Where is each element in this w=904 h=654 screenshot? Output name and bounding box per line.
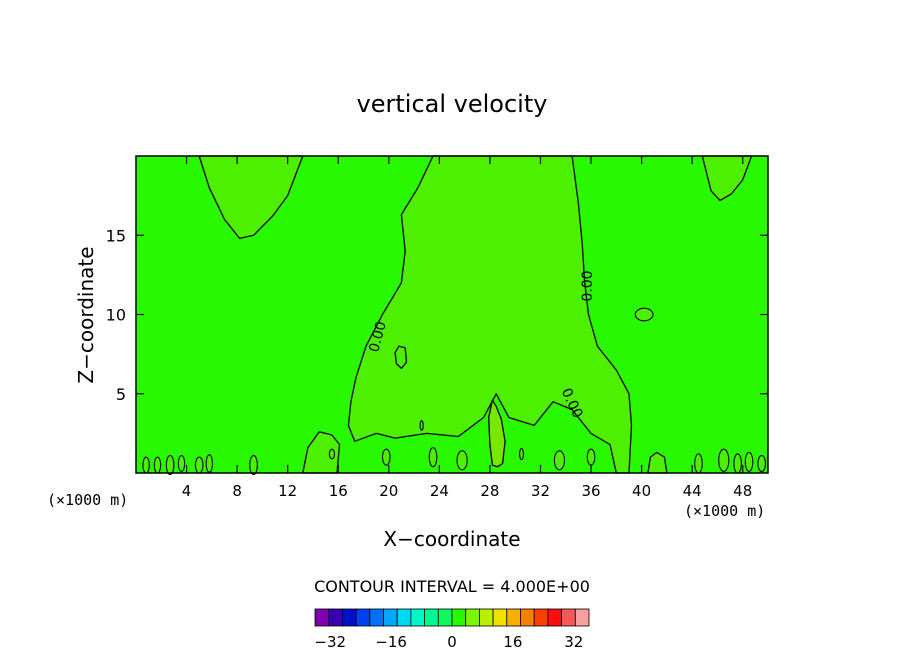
colorbar-swatch [451, 608, 467, 627]
x-unit-left: (×1000 m) [47, 491, 128, 509]
colorbar-tick-label: −16 [375, 633, 407, 651]
x-tick-label: 24 [430, 482, 449, 500]
small-contour [165, 455, 175, 476]
x-tick-label: 36 [581, 482, 600, 500]
x-tick-label: 32 [531, 482, 550, 500]
x-tick-label: 44 [683, 482, 702, 500]
small-contour [718, 448, 730, 472]
colorbar-labels: −32 −16 0 16 32 [314, 633, 583, 651]
colorbar-swatch [396, 608, 412, 627]
small-contour [744, 451, 754, 472]
small-contour [553, 450, 566, 471]
small-contour [519, 447, 524, 461]
contour-interval-text: CONTOUR INTERVAL = 4.000E+00 [314, 577, 590, 596]
chart-title: vertical velocity [357, 90, 548, 118]
small-contour [694, 453, 703, 474]
x-tick-label: 40 [632, 482, 651, 500]
small-contours [142, 307, 767, 476]
colorbar-swatch [355, 608, 371, 627]
colorbar-swatch [328, 608, 343, 627]
colorbar-swatch [547, 608, 563, 627]
colorbar-tick-label: −32 [314, 633, 346, 651]
contour-label: 0.00 [366, 320, 390, 354]
colorbar-swatch [533, 608, 549, 627]
y-axis-label: Z−coordinate [74, 246, 98, 383]
small-contour [153, 456, 162, 474]
colorbar-swatch [561, 608, 576, 627]
small-contour [177, 455, 186, 472]
plot-area [136, 155, 768, 476]
small-contour [328, 448, 335, 460]
small-contour [456, 450, 468, 471]
small-contour [586, 448, 596, 466]
small-contour [419, 420, 424, 431]
x-tick-label: 20 [379, 482, 398, 500]
colorbar-swatch [314, 608, 330, 627]
colorbar-swatch [520, 608, 535, 627]
x-tick-label: 4 [182, 482, 192, 500]
x-tick-label: 28 [480, 482, 499, 500]
x-tick-label: 8 [232, 482, 242, 500]
colorbar-swatch [478, 608, 494, 627]
x-tick-label: 16 [329, 482, 348, 500]
small-contour [249, 455, 258, 476]
small-contour [194, 456, 204, 474]
x-axis-ticks: 4 8 12 16 20 24 28 32 36 40 44 48 [182, 156, 752, 500]
x-tick-label: 12 [278, 482, 297, 500]
positive-region-center [347, 155, 633, 474]
small-contour [733, 453, 743, 474]
colorbar-tick-label: 16 [503, 633, 522, 651]
x-unit-right: (×1000 m) [684, 502, 765, 520]
x-axis-label: X−coordinate [383, 527, 520, 551]
colorbar-swatch [437, 608, 453, 627]
small-contour [381, 448, 391, 466]
small-contour [142, 456, 150, 474]
colorbar-swatch [574, 608, 590, 627]
y-tick-label: 5 [116, 385, 126, 404]
colorbar-swatch [492, 608, 508, 627]
colorbar-swatch [410, 608, 425, 627]
x-tick-label: 48 [733, 482, 752, 500]
contour-label: 0.00 [580, 270, 596, 301]
positive-region-bump [394, 345, 408, 370]
colorbar-tick-label: 0 [447, 633, 457, 651]
colorbar-swatch [369, 608, 384, 627]
small-contour [634, 307, 654, 322]
y-axis-ticks: 5 10 15 [106, 226, 768, 404]
strong-positive-core [488, 399, 506, 468]
colorbar-swatch [424, 608, 439, 627]
colorbar-swatch [341, 608, 357, 627]
colorbar-tick-label: 32 [564, 633, 583, 651]
colorbar-swatch [465, 608, 480, 627]
colorbar-swatch [383, 608, 398, 627]
small-contour [757, 455, 767, 472]
y-tick-label: 10 [106, 306, 126, 325]
small-contour [205, 454, 214, 473]
colorbar-swatch [506, 608, 521, 627]
y-tick-label: 15 [106, 226, 126, 245]
small-contour [428, 447, 438, 468]
colorbar [314, 608, 590, 627]
positive-region-left-top [198, 155, 304, 240]
